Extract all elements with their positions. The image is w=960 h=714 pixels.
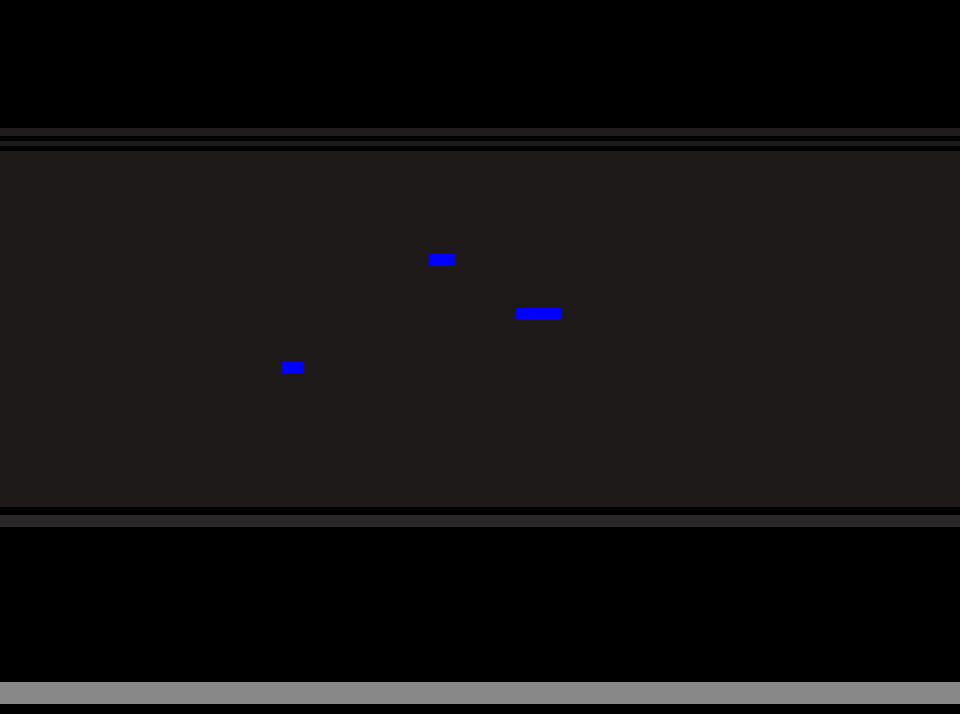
Bar (0, 146, 960, 151)
Bar (282, 362, 304, 373)
Bar (0, 141, 960, 146)
Bar (0, 527, 960, 682)
Bar (0, 507, 960, 515)
Bar (429, 254, 455, 266)
Bar (516, 308, 562, 319)
Bar (0, 515, 960, 527)
Bar (0, 0, 960, 128)
Bar (0, 151, 960, 507)
Bar (0, 128, 960, 136)
Bar (0, 682, 960, 704)
Bar (0, 136, 960, 141)
